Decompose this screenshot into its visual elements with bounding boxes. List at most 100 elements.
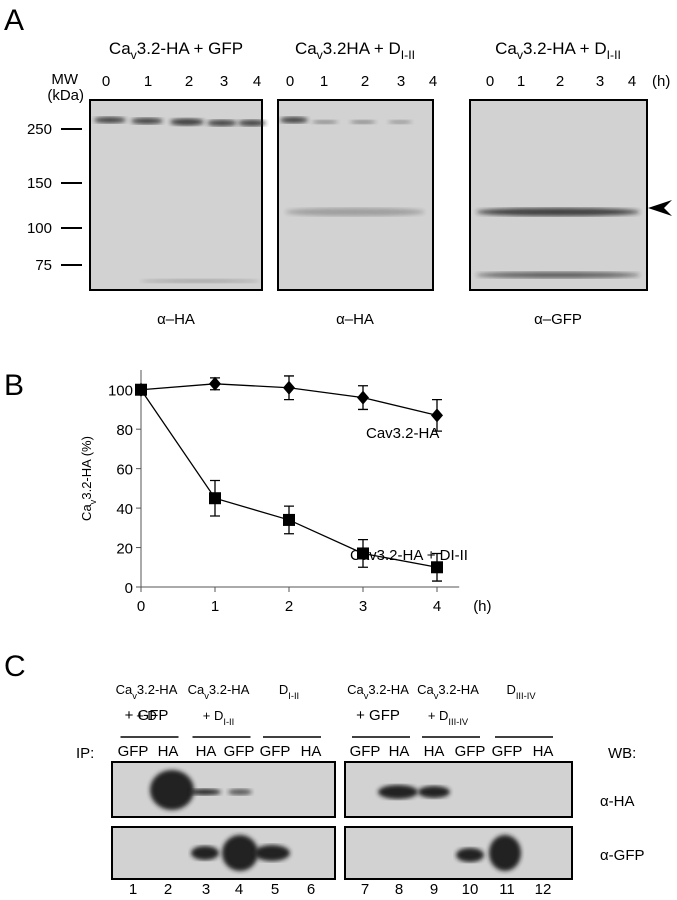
text-part: 3.2-HA bbox=[438, 682, 479, 697]
label: + DI-II bbox=[203, 708, 235, 727]
label: Cav3.2-HA + GFP bbox=[109, 39, 243, 62]
subscript: I-II bbox=[288, 691, 299, 701]
y-tick-label: 100 bbox=[108, 383, 133, 400]
group-subtitle: + GFP bbox=[125, 707, 169, 724]
lane-label: 0 bbox=[486, 73, 494, 90]
subscript: v bbox=[317, 48, 324, 62]
lane-label: 2 bbox=[556, 73, 564, 90]
y-tick-label: 20 bbox=[116, 541, 133, 558]
x-tick-label: 2 bbox=[285, 598, 293, 615]
marker bbox=[209, 492, 221, 505]
lane-label: 3 bbox=[397, 73, 405, 90]
lane-number: 1 bbox=[129, 881, 137, 898]
text-part: Ca bbox=[79, 504, 94, 521]
text-part: 3.2-HA + GFP bbox=[137, 39, 243, 58]
lane-number: 8 bbox=[395, 881, 403, 898]
ip-lane: HA bbox=[533, 743, 554, 760]
x-tick-label: 4 bbox=[433, 598, 441, 615]
ip-lane: HA bbox=[424, 743, 445, 760]
marker bbox=[357, 390, 369, 405]
subscript: I-II bbox=[223, 717, 234, 727]
marker bbox=[283, 380, 295, 395]
time-unit: (h) bbox=[652, 73, 670, 90]
panel-label: C bbox=[4, 650, 26, 683]
lane-number: 5 bbox=[271, 881, 279, 898]
label: Cav3.2HA + DI-II bbox=[295, 39, 415, 62]
marker bbox=[431, 561, 443, 574]
lane-number: 6 bbox=[307, 881, 315, 898]
lane-label: 1 bbox=[517, 73, 525, 90]
blot bbox=[111, 761, 336, 818]
lane-label: 0 bbox=[286, 73, 294, 90]
panel-a-blots bbox=[89, 99, 672, 291]
text-part: 3.2-HA bbox=[209, 682, 250, 697]
ip-lane: GFP bbox=[350, 743, 381, 760]
mw-title: MW bbox=[51, 71, 78, 88]
subscript: v bbox=[364, 691, 369, 701]
series-label: Cav3.2-HA + DI-II bbox=[350, 547, 468, 564]
subscript: I-II bbox=[607, 48, 621, 62]
text-part: 3.2-HA bbox=[137, 682, 178, 697]
blot bbox=[469, 99, 648, 291]
x-tick-label: 0 bbox=[137, 598, 145, 615]
lane-number: 2 bbox=[164, 881, 172, 898]
mw-marker: 250 bbox=[27, 121, 52, 138]
text-part: + D bbox=[136, 708, 157, 723]
mw-marker: 100 bbox=[27, 220, 52, 237]
marker bbox=[431, 408, 443, 423]
lane-number: 12 bbox=[535, 881, 552, 898]
series-line bbox=[140, 389, 438, 568]
label: DI-II bbox=[279, 682, 299, 701]
subscript: v bbox=[132, 691, 137, 701]
antibody-label: α-HA bbox=[600, 793, 635, 810]
lane-label: 1 bbox=[144, 73, 152, 90]
text-part: D bbox=[506, 682, 515, 697]
lane-number: 3 bbox=[202, 881, 210, 898]
ip-lane: HA bbox=[301, 743, 322, 760]
lane-number: 9 bbox=[430, 881, 438, 898]
y-tick-label: 0 bbox=[125, 580, 133, 597]
group-subtitle: + GFP bbox=[356, 707, 400, 724]
mw-marker: 75 bbox=[35, 257, 52, 274]
marker bbox=[357, 547, 369, 560]
label: DIII-IV bbox=[506, 682, 536, 701]
ip-lane: HA bbox=[389, 743, 410, 760]
y-tick-label: 40 bbox=[116, 501, 133, 518]
text-part: 3.2-HA + D bbox=[523, 39, 607, 58]
x-axis-label: (h) bbox=[473, 598, 491, 615]
label: Cav3.2-HA bbox=[347, 682, 409, 701]
lane-number: 4 bbox=[235, 881, 243, 898]
blot bbox=[277, 99, 434, 291]
mw-title: (kDa) bbox=[47, 87, 84, 104]
lane-label: 3 bbox=[596, 73, 604, 90]
blot bbox=[344, 761, 573, 818]
marker bbox=[135, 383, 147, 396]
subscript: v bbox=[131, 48, 138, 62]
subscript: III-IV bbox=[516, 691, 536, 701]
lane-label: 4 bbox=[628, 73, 636, 90]
antibody-label: α-GFP bbox=[600, 847, 645, 864]
lane-label: 2 bbox=[185, 73, 193, 90]
ip-lane: GFP bbox=[492, 743, 523, 760]
lane-number: 10 bbox=[462, 881, 479, 898]
panel-c-blots bbox=[111, 761, 573, 880]
lane-label: 2 bbox=[361, 73, 369, 90]
text-part: 3.2-HA (%) bbox=[79, 436, 94, 500]
lane-label: 4 bbox=[429, 73, 437, 90]
y-tick-label: 60 bbox=[116, 462, 133, 479]
bands bbox=[94, 117, 640, 283]
lane-label: 0 bbox=[102, 73, 110, 90]
subscript: v bbox=[204, 691, 209, 701]
wb-label: WB: bbox=[608, 745, 636, 762]
text-part: Ca bbox=[109, 39, 131, 58]
antibody-label: α–HA bbox=[336, 311, 374, 328]
label: Cav3.2-HA + DI-II bbox=[495, 39, 621, 62]
mw-marker: 150 bbox=[27, 175, 52, 192]
x-tick-label: 1 bbox=[211, 598, 219, 615]
marker bbox=[209, 376, 221, 391]
ip-lane: GFP bbox=[455, 743, 486, 760]
antibody-label: α–HA bbox=[157, 311, 195, 328]
ip-lane: GFP bbox=[224, 743, 255, 760]
ip-lane: HA bbox=[196, 743, 217, 760]
subscript: v bbox=[517, 48, 524, 62]
